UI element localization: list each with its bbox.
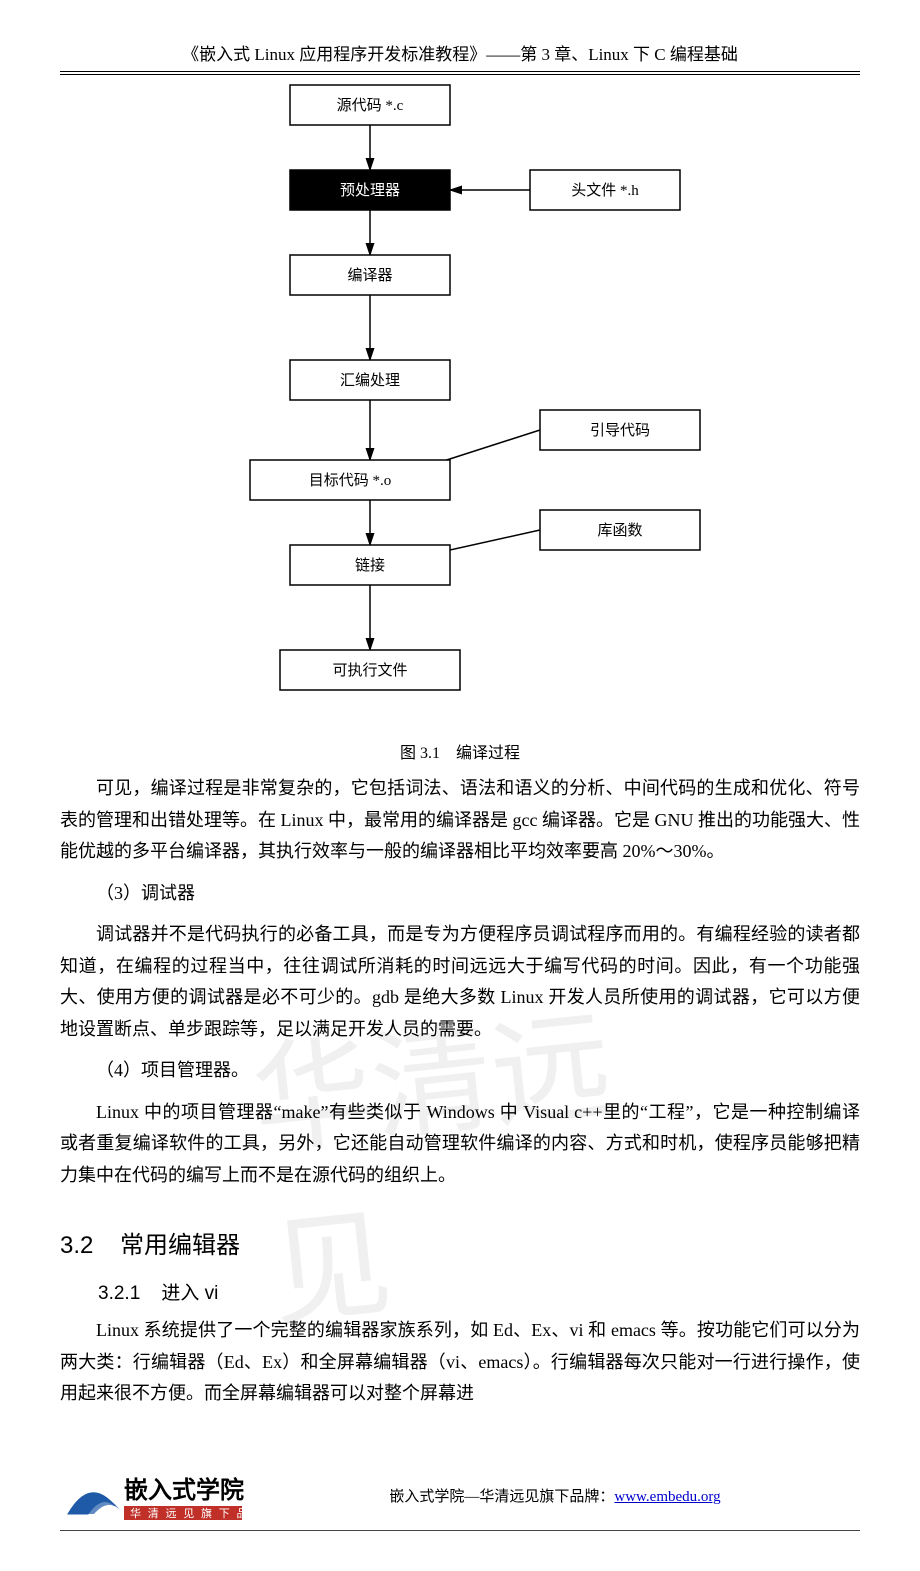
page-footer: 嵌入式学院 华 清 远 见 旗 下 品 牌 嵌入式学院—华清远见旗下品牌：www… — [60, 1446, 860, 1531]
footer-link[interactable]: www.embedu.org — [614, 1489, 720, 1505]
compile-flowchart: 源代码 *.c 预处理器 头文件 *.h 编译器汇编处理引导代码目标代码 *.o 库函数… — [170, 75, 750, 735]
section-num: 3.2 — [60, 1232, 93, 1259]
page-header: 《嵌入式 Linux 应用程序开发标准教程》——第 3 章、Linux 下 C … — [60, 40, 860, 75]
section-heading: 3.2 常用编辑器 — [60, 1225, 860, 1260]
paragraph-compilers: 可见，编译过程是非常复杂的，它包括词法、语法和语义的分析、中间代码的生成和优化、… — [60, 773, 860, 868]
paragraph-vi-intro: Linux 系统提供了一个完整的编辑器家族系列，如 Ed、Ex、vi 和 ema… — [60, 1315, 860, 1410]
svg-text:头文件 *.h: 头文件 *.h — [571, 182, 639, 199]
svg-text:可执行文件: 可执行文件 — [332, 662, 407, 679]
figure-caption-num: 图 3.1 — [400, 745, 440, 762]
paragraph-debugger: 调试器并不是代码执行的必备工具，而是专为方便程序员调试程序而用的。有编程经验的读… — [60, 919, 860, 1045]
svg-text:库函数: 库函数 — [597, 522, 642, 539]
logo-main-text: 嵌入式学院 — [124, 1476, 244, 1504]
subsection-title: 进入 vi — [161, 1283, 218, 1304]
footer-text: 嵌入式学院—华清远见旗下品牌：www.embedu.org — [250, 1485, 860, 1506]
svg-text:汇编处理: 汇编处理 — [340, 372, 400, 389]
svg-text:源代码 *.c: 源代码 *.c — [337, 97, 404, 114]
figure-caption: 图 3.1 编译过程 — [60, 739, 860, 763]
svg-text:引导代码: 引导代码 — [590, 422, 650, 439]
logo-sub-text: 华 清 远 见 旗 下 品 牌 — [130, 1506, 250, 1520]
svg-text:目标代码 *.o: 目标代码 *.o — [309, 472, 392, 489]
svg-text:链接: 链接 — [355, 557, 385, 574]
svg-text:预处理器: 预处理器 — [340, 182, 400, 199]
footer-prefix: 嵌入式学院—华清远见旗下品牌： — [389, 1489, 614, 1505]
footer-logo: 嵌入式学院 华 清 远 见 旗 下 品 牌 — [60, 1466, 250, 1526]
subsection-heading: 3.2.1 进入 vi — [60, 1278, 860, 1305]
section-title: 常用编辑器 — [120, 1232, 240, 1259]
subsection-num: 3.2.1 — [98, 1283, 140, 1304]
figure-caption-text: 编译过程 — [456, 745, 520, 762]
heading-make: （4）项目管理器。 — [60, 1055, 860, 1087]
svg-text:编译器: 编译器 — [347, 267, 392, 284]
heading-debugger: （3）调试器 — [60, 878, 860, 910]
paragraph-make: Linux 中的项目管理器“make”有些类似于 Windows 中 Visua… — [60, 1097, 860, 1192]
